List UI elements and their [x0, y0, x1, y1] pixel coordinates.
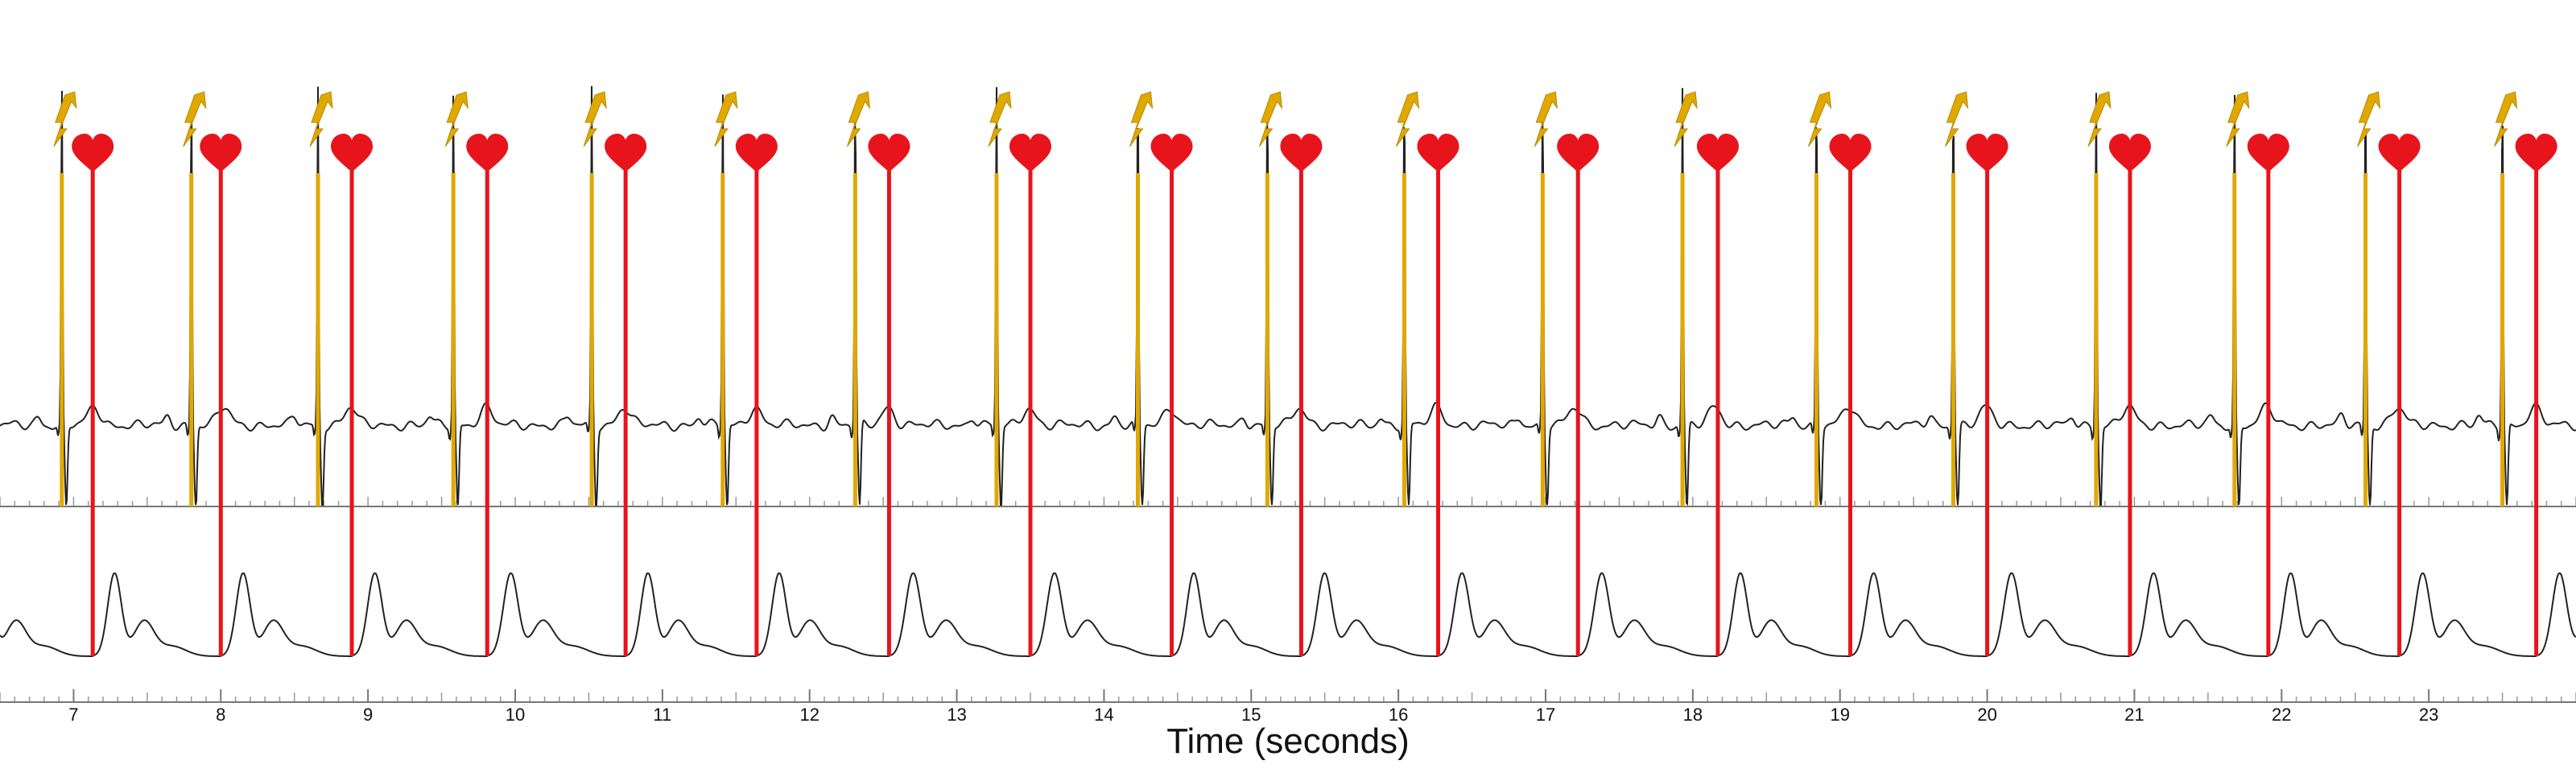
- heart-icon: [2515, 134, 2557, 172]
- lightning-icon: [1534, 91, 1558, 147]
- x-tick-label: 22: [2272, 705, 2291, 725]
- lightning-icon: [309, 91, 333, 147]
- x-axis-ticks: 7 8 9 10 11 12 13 14 15 16 17 18 19 20 21 22 23: [68, 689, 2438, 725]
- heart-icon: [1150, 134, 1193, 172]
- lightning-icon: [714, 91, 738, 147]
- heart-icon: [868, 134, 910, 172]
- lightning-icon: [988, 91, 1012, 147]
- heart-icon: [1009, 134, 1051, 172]
- x-tick-label: 15: [1241, 705, 1261, 725]
- lightning-icon: [2357, 91, 2381, 147]
- x-tick-label: 10: [506, 705, 525, 725]
- pulse-wave-trace: [0, 572, 2576, 657]
- pulse-ruler-ticks: [0, 692, 2576, 702]
- x-tick-label: 9: [363, 705, 373, 725]
- x-axis-title: Time (seconds): [1166, 721, 1410, 761]
- lightning-icon: [1945, 91, 1969, 147]
- x-tick-label: 16: [1389, 705, 1408, 725]
- heart-icon: [1966, 134, 2008, 172]
- x-tick-label: 8: [216, 705, 225, 725]
- heart-icon: [200, 134, 242, 172]
- lightning-icon: [2226, 91, 2250, 147]
- heart-icon: [1417, 134, 1459, 172]
- x-tick-label: 18: [1683, 705, 1703, 725]
- event-markers: [53, 91, 2557, 656]
- heart-icon: [1696, 134, 1739, 172]
- lightning-icon: [1129, 91, 1154, 147]
- heart-icon: [735, 134, 778, 172]
- lightning-icon: [846, 91, 871, 147]
- lightning-icon: [1395, 91, 1420, 147]
- lightning-icon: [1807, 91, 1832, 147]
- heart-icon: [2378, 134, 2421, 172]
- lightning-icon: [444, 91, 469, 147]
- lightning-icon: [2087, 91, 2112, 147]
- heart-icon: [605, 134, 647, 172]
- x-tick-label: 21: [2124, 705, 2144, 725]
- heart-icon: [2108, 134, 2151, 172]
- heart-icon: [1829, 134, 1872, 172]
- heart-icon: [2247, 134, 2289, 172]
- lightning-icon: [1258, 91, 1283, 147]
- heart-icon: [466, 134, 509, 172]
- lightning-icon: [183, 91, 207, 147]
- x-tick-label: 17: [1536, 705, 1555, 725]
- heart-icon: [72, 134, 114, 172]
- lightning-icon: [1674, 91, 1698, 147]
- heart-icon: [1557, 134, 1600, 172]
- heart-icon: [1280, 134, 1323, 172]
- heart-icon: [331, 134, 374, 172]
- lightning-icon: [583, 91, 607, 147]
- x-tick-label: 23: [2419, 705, 2438, 725]
- x-tick-label: 12: [799, 705, 819, 725]
- x-tick-label: 11: [653, 705, 671, 725]
- x-tick-label: 20: [1977, 705, 1996, 725]
- x-tick-label: 7: [68, 705, 78, 725]
- x-tick-label: 13: [947, 705, 966, 725]
- x-tick-label: 14: [1094, 705, 1113, 725]
- lightning-icon: [53, 91, 77, 147]
- ecg-trace: [0, 85, 2576, 506]
- lightning-icon: [2494, 91, 2518, 147]
- x-tick-label: 19: [1830, 705, 1849, 725]
- ecg-ruler-ticks: [0, 497, 2576, 506]
